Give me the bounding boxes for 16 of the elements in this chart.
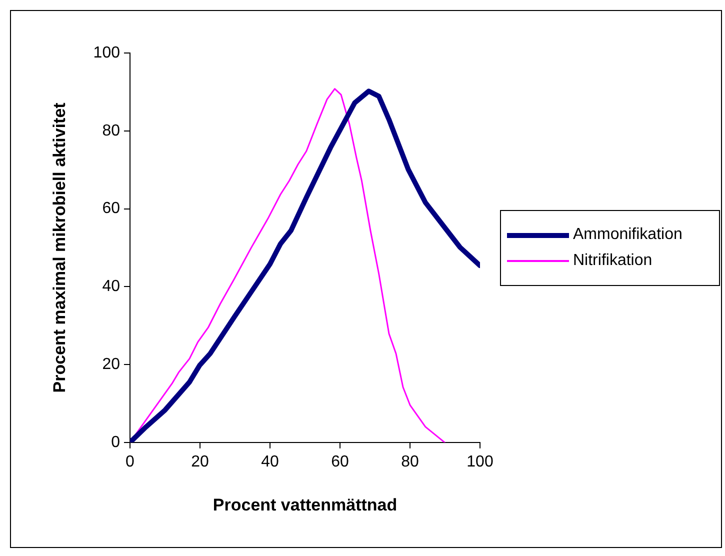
x-tick-label: 20 (191, 453, 209, 470)
x-tick-label: 100 (466, 453, 494, 470)
y-tick-label: 60 (102, 200, 120, 218)
legend-label: Ammonifikation (573, 226, 682, 244)
x-axis-title: Procent vattenmättnad (212, 495, 398, 514)
y-tick-label: 0 (111, 434, 120, 451)
y-tick-label: 40 (102, 278, 120, 296)
x-tick-label: 0 (126, 453, 135, 470)
x-tick-label: 40 (261, 453, 279, 470)
y-tick-label: 100 (93, 44, 120, 62)
legend-label: Nitrifikation (573, 252, 652, 270)
y-tick-label: 20 (102, 356, 120, 373)
x-tick-label: 80 (401, 453, 419, 470)
x-tick-label: 60 (331, 453, 349, 470)
y-axis-title: Procent maximal mikrobiell aktivitet (50, 102, 69, 393)
y-tick-label: 80 (102, 122, 120, 140)
